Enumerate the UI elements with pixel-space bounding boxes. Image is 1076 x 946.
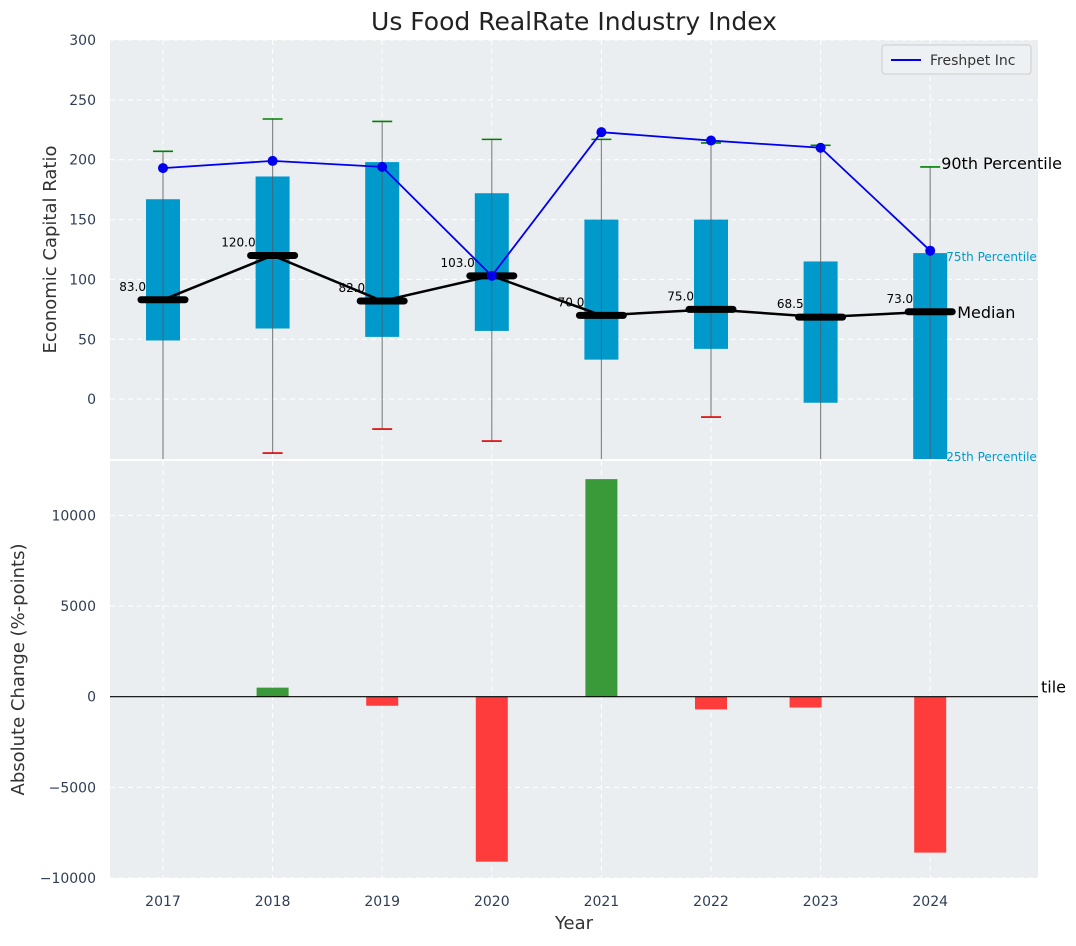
series-point xyxy=(377,161,388,172)
legend: Freshpet Inc xyxy=(881,44,1032,75)
change-bar xyxy=(366,696,399,706)
annotation-90th-percentile: 90th Percentile xyxy=(941,154,1062,173)
top-y-tick-label: 200 xyxy=(69,153,96,169)
annotation-25th-percentile: 25th Percentile xyxy=(946,450,1037,464)
top-y-tick-label: 250 xyxy=(69,93,96,109)
series-point xyxy=(706,135,716,146)
top-y-tick-label: 50 xyxy=(78,332,96,348)
change-bar xyxy=(695,696,727,710)
percentile-annotations: 90th Percentile 75th Percentile Median 2… xyxy=(941,154,1062,464)
top-y-tick-label: 100 xyxy=(69,272,96,288)
change-bar xyxy=(585,479,618,697)
series-point xyxy=(267,155,278,166)
series-point xyxy=(158,163,168,174)
top-y-ticks: 0 50 100 150 200 250 300 xyxy=(69,33,96,408)
annotation-75th-percentile: 75th Percentile xyxy=(946,250,1037,264)
bottom-y-tick-label: 10000 xyxy=(51,508,96,524)
legend-box xyxy=(881,44,1032,75)
top-y-axis-label: Economic Capital Ratio xyxy=(40,146,61,354)
bottom-y-tick-label: −5000 xyxy=(49,780,96,796)
box-plot-group xyxy=(146,118,948,459)
change-bar xyxy=(475,696,508,862)
change-bar-group xyxy=(256,479,947,862)
median-value-label: 103.0 xyxy=(440,256,474,270)
x-tick-label: 2018 xyxy=(255,894,291,910)
median-value-label: 75.0 xyxy=(667,289,694,303)
median-value-label: 68.5 xyxy=(777,297,804,311)
bottom-y-tick-label: 5000 xyxy=(60,599,96,615)
bottom-y-tick-label: 0 xyxy=(87,690,96,706)
bottom-y-ticks: −10000 −5000 0 5000 10000 xyxy=(40,508,96,887)
chart-title: Us Food RealRate Industry Index xyxy=(371,7,777,36)
bottom-y-axis-label: Absolute Change (%-points) xyxy=(8,544,29,796)
series-line-group xyxy=(158,127,936,281)
series-point xyxy=(815,142,826,153)
top-y-tick-label: 0 xyxy=(87,392,96,408)
bottom-y-tick-label: −10000 xyxy=(40,871,96,887)
annotation-median: Median xyxy=(957,303,1015,322)
change-bar xyxy=(914,696,947,853)
median-value-label: 73.0 xyxy=(886,292,913,306)
median-value-label: 82.0 xyxy=(338,281,365,295)
x-tick-label: 2017 xyxy=(145,894,181,910)
median-line-group: 83.0 120.0 82.0 103.0 70.0 75.0 68.5 73.0 xyxy=(119,235,956,321)
top-y-tick-label: 150 xyxy=(69,213,96,229)
x-tick-label: 2024 xyxy=(912,894,948,910)
median-value-label: 120.0 xyxy=(221,235,255,249)
bottom-plot-area xyxy=(110,461,1038,878)
x-tick-labels: 2017 2018 2019 2020 2021 2022 2023 2024 xyxy=(145,894,948,910)
series-point xyxy=(596,127,607,138)
x-tick-label: 2021 xyxy=(584,894,620,910)
x-tick-label: 2020 xyxy=(474,894,510,910)
median-value-label: 70.0 xyxy=(558,295,585,309)
x-tick-label: 2022 xyxy=(693,894,729,910)
change-bar xyxy=(789,696,822,708)
series-point xyxy=(486,270,497,281)
series-point xyxy=(925,245,936,256)
x-tick-label: 2023 xyxy=(803,894,839,910)
clipped-annotation-text: tile xyxy=(1041,678,1066,697)
median-value-label: 83.0 xyxy=(119,280,146,294)
x-tick-label: 2019 xyxy=(364,894,400,910)
top-plot-area xyxy=(110,40,1038,459)
legend-label-freshpet: Freshpet Inc xyxy=(930,53,1015,69)
x-axis-label: Year xyxy=(554,913,594,934)
series-line-freshpet xyxy=(162,131,931,278)
top-y-tick-label: 300 xyxy=(69,33,96,49)
change-bar xyxy=(256,687,289,697)
